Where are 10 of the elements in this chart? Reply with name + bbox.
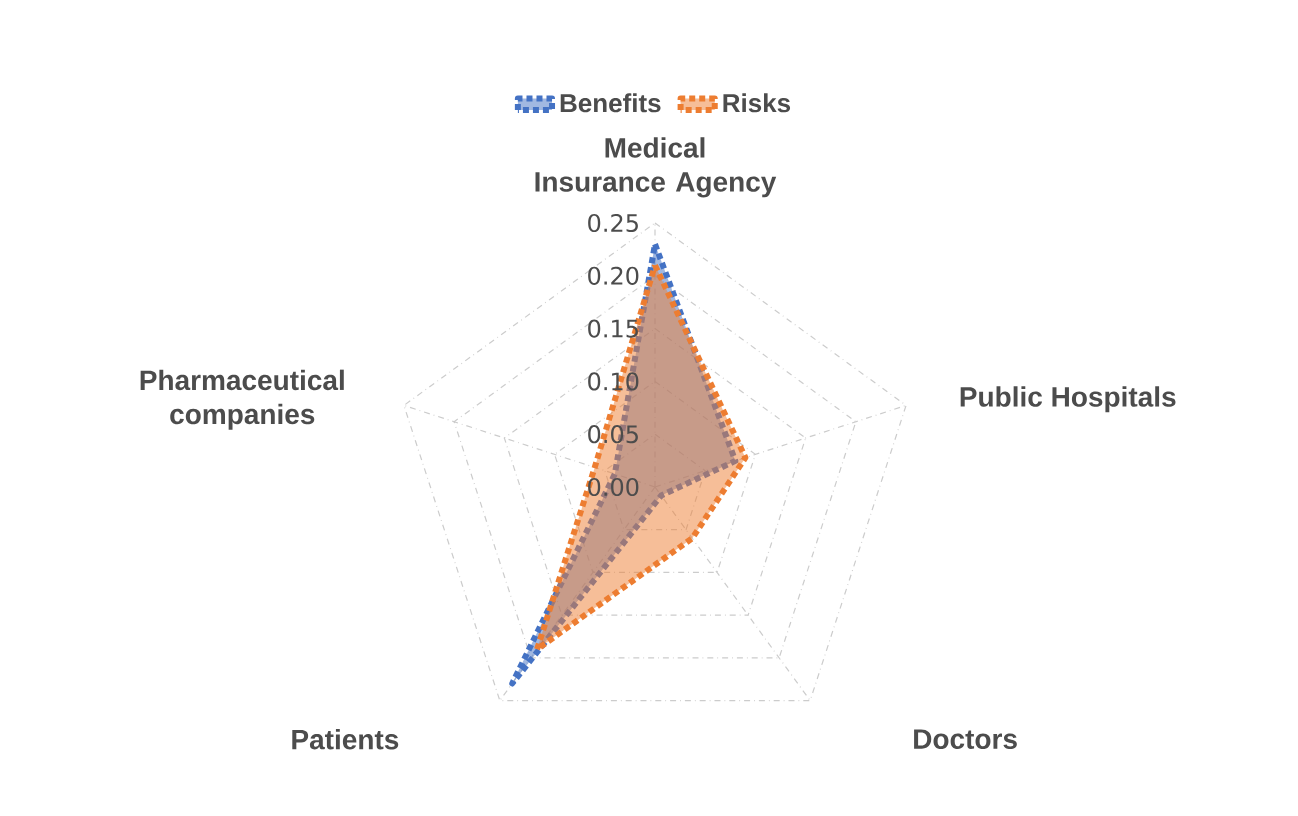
spoke-label: Pharmaceutical companies — [140, 369, 344, 430]
spoke-label: Medical Insurance Agency — [535, 137, 777, 198]
legend-label: Benefits — [560, 93, 661, 113]
y-tick-label: 0.00 — [588, 477, 639, 497]
spoke-label: Public Hospitals — [960, 386, 1176, 413]
spoke-label: Patients — [292, 728, 399, 750]
y-tick-label: 0.25 — [588, 213, 638, 233]
spoke-label: Doctors — [914, 729, 1017, 749]
y-tick-label: 0.20 — [588, 266, 639, 285]
legend-label: Risks — [723, 93, 791, 113]
